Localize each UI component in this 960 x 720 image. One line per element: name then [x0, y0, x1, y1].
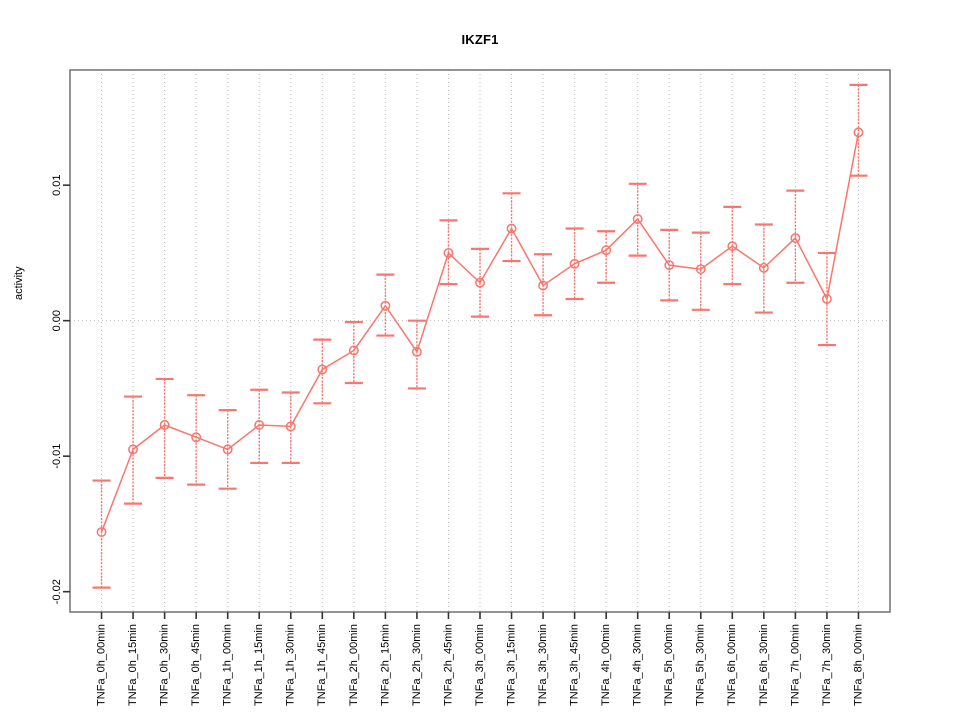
- x-tick-label: TNFa_8h_00min: [852, 624, 864, 706]
- x-tick-label: TNFa_0h_15min: [127, 624, 139, 706]
- data-point-marker: [664, 260, 675, 271]
- data-point-marker: [475, 277, 485, 288]
- x-tick-label: TNFa_5h_00min: [663, 624, 675, 706]
- chart-title: IKZF1: [461, 32, 499, 47]
- x-tick-label: TNFa_3h_30min: [537, 624, 549, 706]
- data-point-marker: [128, 444, 139, 455]
- data-point-marker: [191, 432, 202, 443]
- x-tick-label: TNFa_1h_30min: [285, 624, 297, 706]
- data-points: [96, 127, 864, 538]
- x-axis-tick-labels: TNFa_0h_00min TNFa_0h_15min TNFa_0h_30min T…: [95, 624, 864, 706]
- x-tick-label: TNFa_0h_30min: [159, 624, 171, 706]
- data-point-marker: [380, 300, 391, 311]
- series-line: [100, 132, 860, 533]
- x-tick-label: TNFa_1h_15min: [253, 624, 265, 706]
- data-point-marker: [96, 527, 107, 538]
- x-tick-label: TNFa_2h_45min: [442, 624, 454, 706]
- svg-text:-0.01: -0.01: [51, 444, 63, 469]
- data-point-marker: [506, 223, 517, 234]
- x-tick-label: TNFa_4h_30min: [632, 624, 644, 706]
- x-tick-label: TNFa_0h_00min: [95, 624, 107, 706]
- x-tick-label: TNFa_6h_00min: [726, 624, 738, 706]
- x-tick-label: TNFa_3h_45min: [569, 624, 581, 706]
- svg-text:0.01: 0.01: [51, 174, 63, 195]
- x-tick-label: TNFa_2h_00min: [348, 624, 360, 706]
- data-point-marker: [159, 420, 170, 430]
- data-point-marker: [538, 280, 549, 291]
- x-tick-label: TNFa_7h_00min: [789, 624, 801, 706]
- data-point-marker: [317, 364, 328, 375]
- x-tick-label: TNFa_1h_45min: [316, 624, 328, 706]
- data-point-marker: [254, 420, 265, 430]
- data-point-marker: [601, 245, 612, 256]
- axis-ticks: [63, 184, 860, 619]
- data-point-marker: [853, 127, 864, 138]
- svg-text:0.00: 0.00: [51, 310, 63, 331]
- x-tick-label: TNFa_6h_30min: [758, 624, 770, 706]
- data-point-marker: [790, 233, 801, 243]
- data-point-marker: [758, 262, 769, 273]
- data-point-marker: [222, 444, 233, 455]
- data-point-marker: [285, 421, 296, 432]
- data-point-marker: [821, 294, 832, 304]
- data-point-marker: [348, 345, 359, 356]
- data-point-marker: [569, 258, 580, 269]
- gridlines: [101, 70, 859, 612]
- y-axis-tick-labels: 0.01 0.00 -0.01 -0.02: [51, 174, 63, 604]
- data-point-marker: [411, 346, 422, 357]
- error-bars: [92, 83, 868, 589]
- data-point-marker: [632, 214, 643, 225]
- x-tick-label: TNFa_7h_30min: [821, 624, 833, 706]
- x-tick-label: TNFa_3h_15min: [505, 624, 517, 706]
- x-tick-label: TNFa_3h_00min: [474, 624, 486, 706]
- x-tick-label: TNFa_4h_00min: [600, 624, 612, 706]
- svg-text:-0.02: -0.02: [51, 579, 63, 604]
- data-point-marker: [727, 241, 738, 252]
- x-tick-label: TNFa_1h_00min: [222, 624, 234, 706]
- x-tick-label: TNFa_2h_30min: [411, 624, 423, 706]
- x-tick-label: TNFa_5h_30min: [695, 624, 707, 706]
- x-tick-label: TNFa_0h_45min: [190, 624, 202, 706]
- x-tick-label: TNFa_2h_15min: [379, 624, 391, 706]
- y-axis-title: activity: [13, 266, 25, 300]
- data-point-marker: [695, 264, 706, 275]
- data-point-marker: [443, 247, 454, 258]
